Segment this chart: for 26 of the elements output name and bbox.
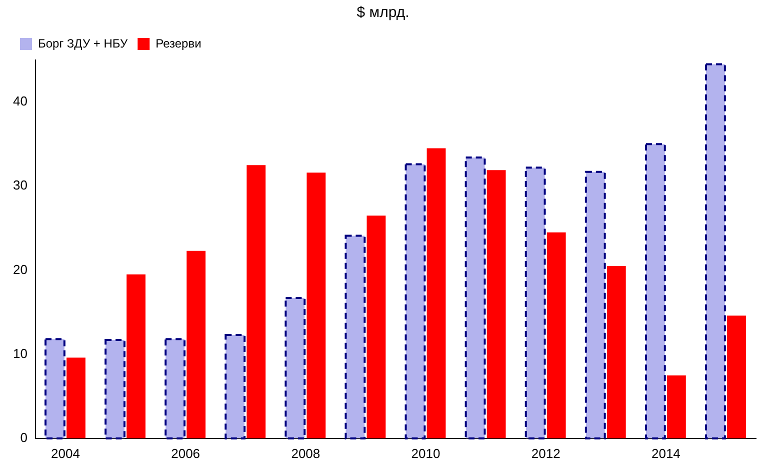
- legend-label: Борг ЗДУ + НБУ: [38, 36, 128, 50]
- bar: [546, 232, 566, 438]
- bar: [486, 170, 506, 438]
- bar: [246, 165, 266, 438]
- bar: [126, 274, 146, 438]
- bar: [426, 148, 446, 438]
- bar: [666, 375, 686, 438]
- bar: [66, 358, 86, 438]
- bar: [186, 250, 206, 438]
- bar: [306, 172, 326, 438]
- x-tick-label: 2004: [51, 446, 80, 461]
- y-tick-label: 0: [20, 430, 28, 445]
- bar: [606, 266, 626, 438]
- x-tick-label: 2010: [411, 446, 440, 461]
- chart-title: $ млрд.: [356, 4, 410, 22]
- bar: [366, 216, 386, 438]
- y-tick-label: 10: [12, 346, 28, 361]
- x-tick-label: 2014: [651, 446, 680, 461]
- bar: [727, 316, 746, 438]
- x-tick-label: 2008: [291, 446, 320, 461]
- x-tick-label: 2006: [171, 446, 200, 461]
- y-tick-label: 30: [12, 178, 28, 193]
- y-tick-label: 40: [12, 94, 28, 109]
- legend-label: Резерви: [156, 36, 202, 50]
- y-tick-label: 20: [12, 262, 28, 277]
- x-tick-label: 2012: [531, 446, 560, 461]
